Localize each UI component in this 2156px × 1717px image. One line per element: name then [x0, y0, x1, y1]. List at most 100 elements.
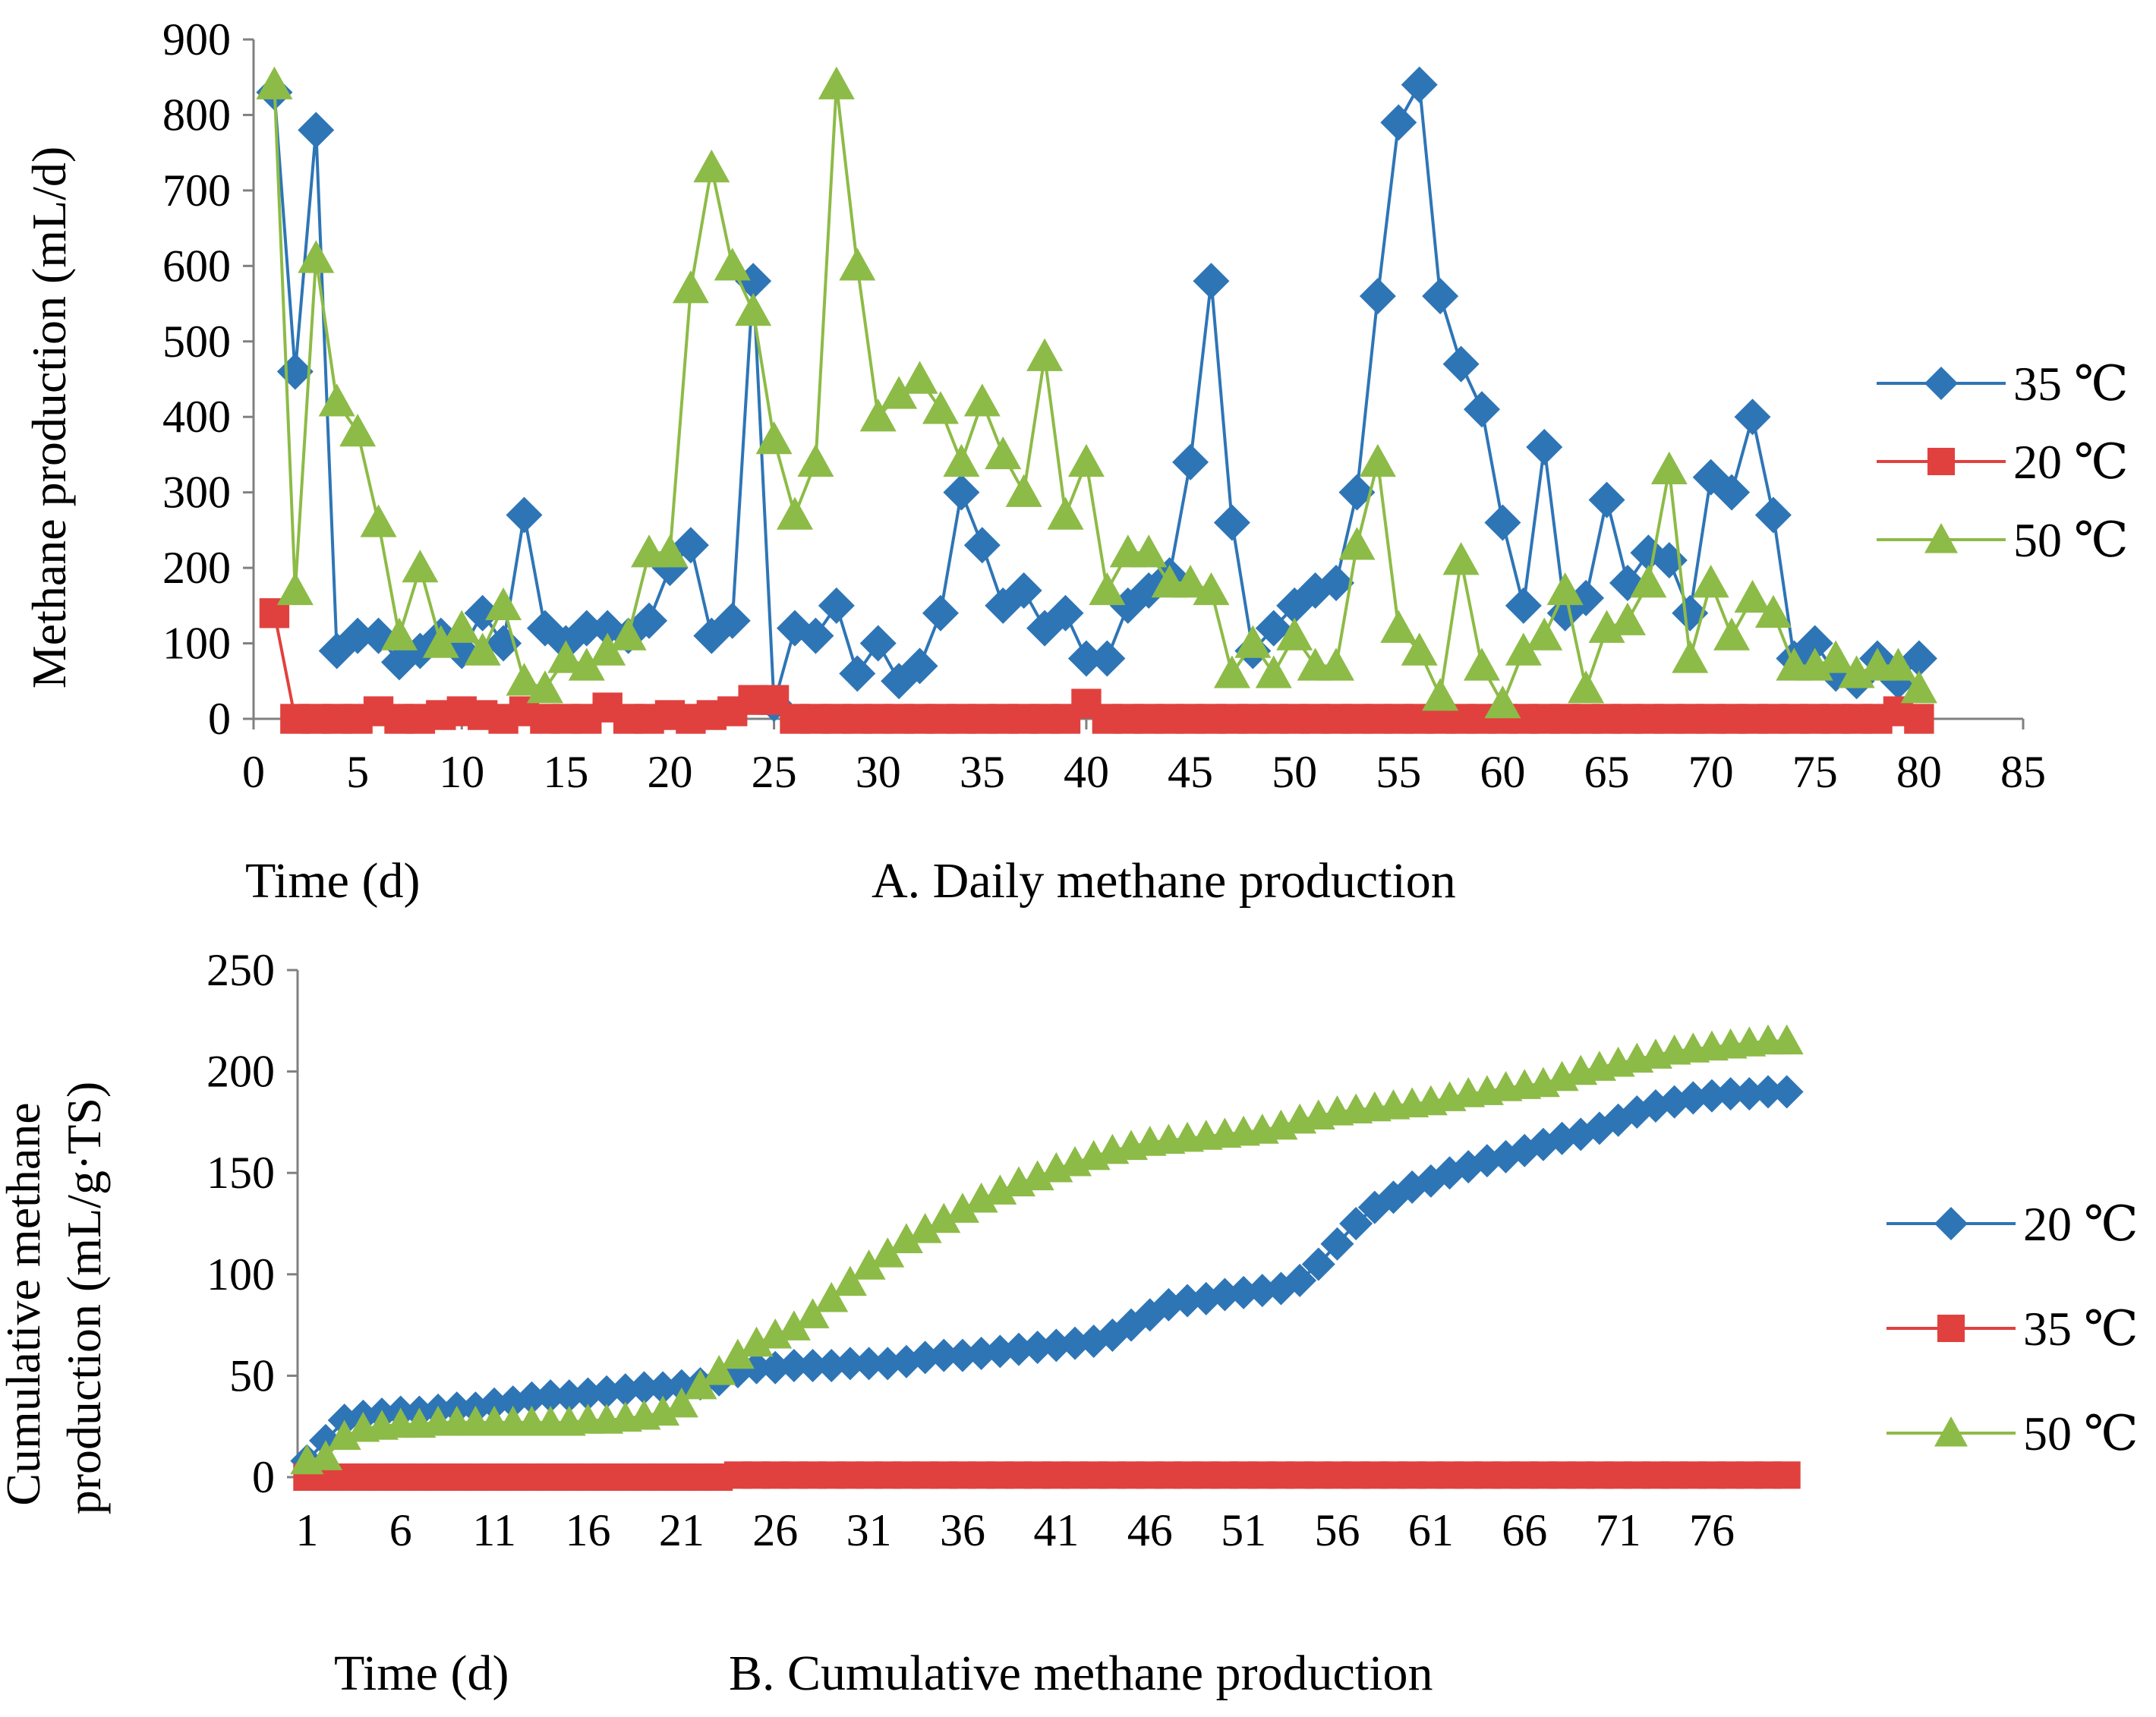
- x-tick-label: 55: [1376, 747, 1421, 797]
- data-point-20: [515, 1381, 549, 1415]
- x-tick-label: 35: [960, 747, 1005, 797]
- data-point-35: [1568, 579, 1605, 616]
- legend-label: 35 ℃: [2023, 1302, 2139, 1356]
- data-point-50: [1442, 542, 1480, 575]
- data-point-20: [964, 1337, 998, 1371]
- data-point-50: [327, 1419, 361, 1451]
- data-point-20: [627, 1371, 661, 1405]
- x-tick-label: 30: [856, 747, 901, 797]
- data-point-50: [256, 66, 293, 99]
- data-point-50: [276, 572, 314, 606]
- data-point-50: [1130, 534, 1168, 568]
- data-point-20: [1320, 1227, 1354, 1261]
- data-point-50: [739, 1326, 774, 1357]
- data-point-35: [1900, 640, 1937, 677]
- data-point-50: [815, 1281, 849, 1312]
- data-point-50: [1817, 640, 1855, 673]
- data-point-20: [1904, 704, 1934, 734]
- x-tick-label: 75: [1792, 747, 1838, 797]
- legend-item-35: 35 ℃: [1877, 357, 2129, 411]
- x-tick-label: 76: [1689, 1505, 1735, 1555]
- data-point-20: [608, 1373, 642, 1407]
- data-point-20: [534, 1379, 568, 1413]
- x-tick-label: 36: [940, 1505, 985, 1555]
- legend-item-20: 20 ℃: [1877, 435, 2129, 489]
- data-point-50: [568, 647, 605, 681]
- data-point-35: [1172, 443, 1209, 480]
- chart-b-series: [290, 1024, 1804, 1492]
- chart-a-y-ticks: 0 100 200 300 400 500 600 700 800 900: [162, 14, 254, 744]
- data-point-35: [1505, 587, 1542, 624]
- chart-b-legend: 20 ℃ 35 ℃ 50 ℃: [1886, 1197, 2139, 1460]
- data-point-50: [908, 1213, 942, 1243]
- data-point-50: [901, 361, 938, 394]
- chart-b-y-axis-label-line2: production (mL/g·TS): [57, 1082, 111, 1515]
- y-tick-label: 200: [162, 543, 231, 593]
- x-tick-label: 80: [1896, 747, 1942, 797]
- data-point-50: [852, 1249, 886, 1280]
- data-point-35: [1442, 345, 1480, 383]
- data-point-35: [1463, 391, 1500, 428]
- data-point-50: [672, 270, 709, 304]
- data-point-50: [1609, 602, 1646, 635]
- x-tick-label: 40: [1064, 747, 1109, 797]
- chart-a-legend: 35 ℃ 20 ℃ 50 ℃: [1877, 357, 2129, 567]
- data-point-35: [859, 625, 897, 662]
- data-point-35: [1213, 504, 1250, 541]
- data-point-20: [1171, 1284, 1205, 1318]
- chart-b-y-axis-label-line1: Cumulative methane: [0, 1102, 50, 1505]
- data-point-20: [1301, 1247, 1335, 1281]
- y-tick-label: 800: [162, 90, 231, 140]
- data-point-50: [796, 1298, 830, 1328]
- data-point-35: [1713, 474, 1751, 511]
- data-point-50: [1276, 617, 1313, 651]
- data-point-35: [943, 474, 980, 511]
- data-point-20: [777, 1349, 811, 1383]
- data-point-50: [1692, 565, 1729, 598]
- x-tick-label: 6: [389, 1505, 412, 1555]
- data-point-35: [1338, 474, 1376, 511]
- data-point-50: [298, 240, 335, 273]
- data-point-50: [1546, 572, 1584, 606]
- data-point-20: [552, 1379, 586, 1413]
- data-point-50: [318, 383, 355, 417]
- data-point-20: [646, 1371, 680, 1405]
- data-point-50: [646, 1395, 680, 1426]
- y-tick-label: 100: [206, 1249, 275, 1300]
- data-point-20: [1020, 1330, 1054, 1364]
- data-point-20: [1039, 1328, 1073, 1363]
- data-point-20: [478, 1387, 512, 1421]
- y-tick-label: 700: [162, 165, 231, 216]
- x-tick-label: 16: [565, 1505, 610, 1555]
- data-point-35: [1380, 104, 1417, 141]
- data-point-50: [380, 617, 418, 651]
- x-tick-label: 50: [1272, 747, 1317, 797]
- data-point-50: [1047, 496, 1084, 530]
- data-point-20: [1770, 1075, 1804, 1109]
- data-point-50: [589, 632, 626, 666]
- y-tick-label: 300: [162, 468, 231, 518]
- chart-b-x-axis-label: Time (d): [334, 1646, 509, 1701]
- legend-marker-50: [1934, 1416, 1968, 1447]
- legend-label: 50 ℃: [2023, 1407, 2139, 1460]
- data-point-50: [1318, 647, 1355, 681]
- data-point-50: [360, 504, 397, 537]
- data-point-35: [1484, 504, 1521, 541]
- data-point-35: [1089, 640, 1126, 677]
- data-point-50: [964, 1182, 998, 1213]
- data-point-20: [945, 1338, 979, 1372]
- data-point-20: [983, 1334, 1017, 1369]
- data-point-50: [1213, 655, 1250, 688]
- data-point-20: [1208, 1278, 1242, 1312]
- x-tick-label: 21: [659, 1505, 704, 1555]
- data-point-35: [1422, 278, 1459, 315]
- legend-item-50: 50 ℃: [1877, 513, 2129, 567]
- data-point-50: [777, 496, 814, 530]
- data-point-20: [908, 1341, 942, 1375]
- data-point-50: [1630, 565, 1667, 598]
- data-point-20: [1058, 1326, 1092, 1360]
- data-point-50: [818, 66, 855, 99]
- chart-b-y-axis-label: Cumulative methane production (mL/g·TS): [0, 1082, 111, 1515]
